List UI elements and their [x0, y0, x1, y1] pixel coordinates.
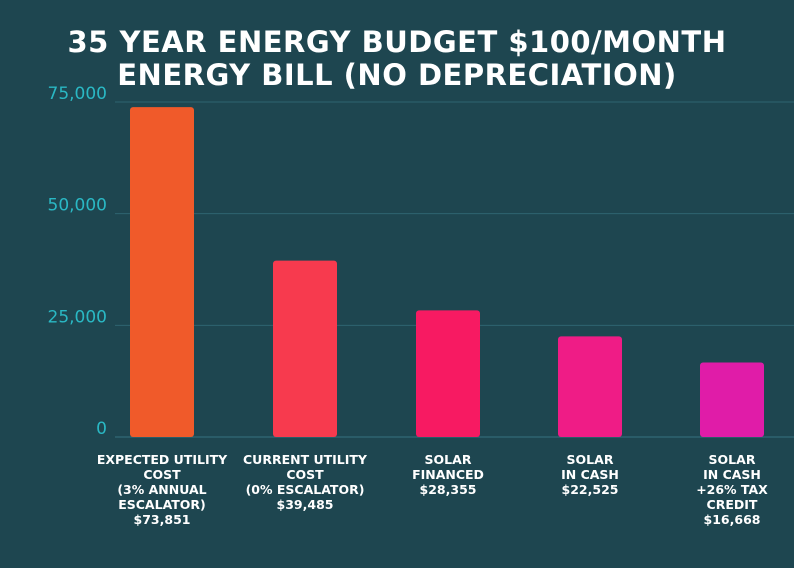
bar	[558, 336, 622, 437]
category-label-line: SOLAR	[424, 452, 472, 467]
x-category-label: EXPECTED UTILITY COST (3% ANNUAL ESCALATOR)…	[87, 452, 237, 527]
bars	[130, 107, 764, 437]
category-label-line: (3% ANNUAL	[117, 482, 207, 497]
chart-title: 35 YEAR ENERGY BUDGET $100/MONTH ENERGY …	[0, 26, 794, 92]
x-category-label: SOLAR FINANCED $28,355	[373, 452, 523, 497]
bar-value-label: $16,668	[703, 512, 761, 527]
chart-title-line-1: 35 YEAR ENERGY BUDGET $100/MONTH	[67, 25, 727, 59]
bar	[273, 260, 337, 437]
category-label-line: CREDIT	[706, 497, 758, 512]
x-category-label: CURRENT UTILITY COST (0% ESCALATOR) $39,485	[230, 452, 380, 512]
y-tick-label: 75,000	[48, 84, 107, 104]
bar	[130, 107, 194, 437]
category-label-line: IN CASH	[561, 467, 619, 482]
y-tick-label: 0	[96, 419, 107, 439]
category-label-line: SOLAR	[566, 452, 614, 467]
category-label-line: COST	[286, 467, 324, 482]
category-label-line: +26% TAX	[696, 482, 768, 497]
bar-value-label: $28,355	[419, 482, 477, 497]
category-label-line: EXPECTED UTILITY	[96, 452, 228, 467]
bar	[700, 362, 764, 437]
category-label-line: CURRENT UTILITY	[243, 452, 367, 467]
x-category-label: SOLAR IN CASH $22,525	[515, 452, 665, 497]
category-label-line: COST	[143, 467, 181, 482]
category-label-line: IN CASH	[703, 467, 761, 482]
y-tick-label: 50,000	[48, 196, 107, 216]
x-category-label: SOLAR IN CASH +26% TAX CREDIT $16,668	[657, 452, 794, 527]
chart-title-line-2: ENERGY BILL (NO DEPRECIATION)	[117, 58, 677, 92]
category-label-line: FINANCED	[412, 467, 484, 482]
category-label-line: ESCALATOR)	[118, 497, 206, 512]
category-label-line: (0% ESCALATOR)	[245, 482, 365, 497]
y-tick-label: 25,000	[48, 307, 107, 327]
bar-value-label: $39,485	[276, 497, 334, 512]
bar	[416, 310, 480, 437]
category-label-line: SOLAR	[708, 452, 756, 467]
bar-value-label: $22,525	[561, 482, 619, 497]
y-axis-ticks: 0 25,000 50,000 75,000	[48, 84, 107, 439]
bar-value-label: $73,851	[133, 512, 191, 527]
